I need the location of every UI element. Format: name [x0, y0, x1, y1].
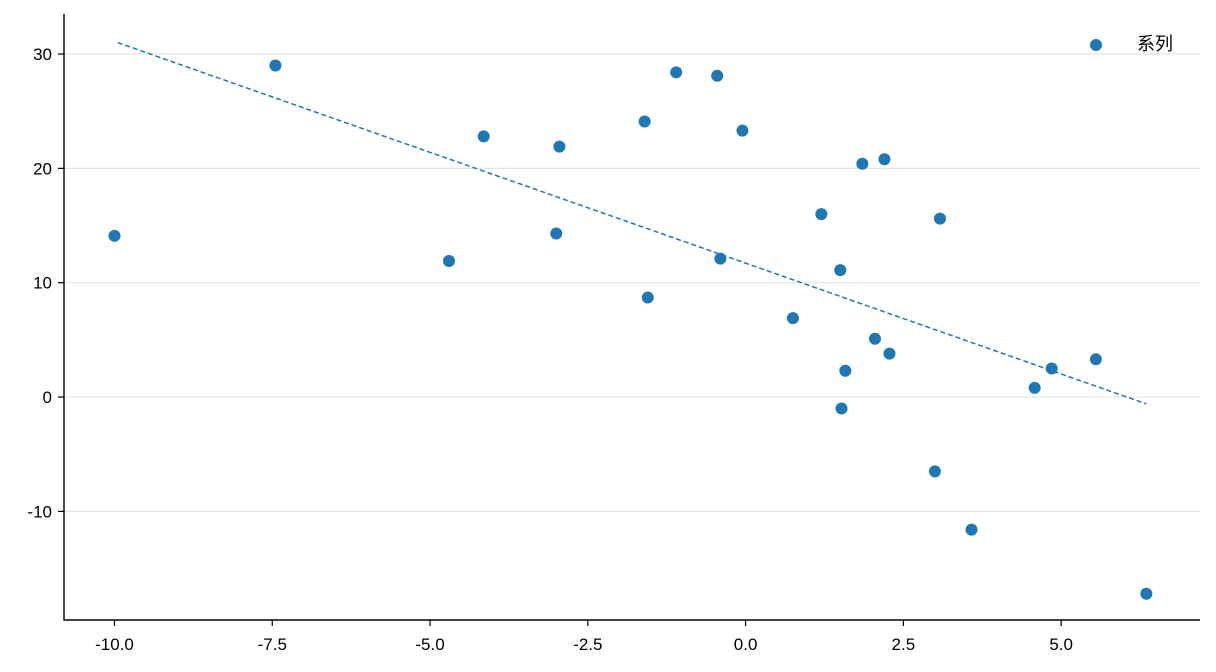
gridlines: [64, 53, 1200, 512]
x-tick-label-4: 0.0: [734, 635, 758, 654]
axes: [63, 14, 1200, 621]
x-tick-label-6: 5.0: [1049, 635, 1073, 654]
x-tick-label-2: -5.0: [415, 635, 444, 654]
data-point-19: [878, 153, 891, 166]
data-point-7: [641, 291, 654, 304]
data-point-18: [868, 332, 881, 345]
x-tick-label-0: -10.0: [95, 635, 134, 654]
y-tick-label-1: 0: [43, 388, 52, 407]
data-point-0: [108, 229, 121, 242]
x-tick-label-5: 2.5: [892, 635, 916, 654]
data-point-27: [1140, 587, 1153, 600]
data-point-15: [835, 402, 848, 415]
y-tick-label-3: 20: [33, 159, 52, 178]
y-tick-label-0: -10: [27, 502, 52, 521]
x-tick-label-1: -7.5: [258, 635, 287, 654]
data-point-8: [670, 66, 683, 79]
trendline: [117, 41, 1147, 405]
y-tick-label-4: 30: [33, 45, 52, 64]
y-axis-ticks: -10 0 10 20 30: [27, 45, 64, 521]
data-point-24: [1028, 381, 1041, 394]
data-point-3: [477, 130, 490, 143]
data-point-13: [815, 208, 828, 221]
data-point-2: [442, 254, 455, 267]
trendline-layer: [117, 41, 1147, 405]
data-point-9: [711, 69, 724, 82]
data-point-22: [933, 212, 946, 225]
data-point-14: [834, 264, 847, 277]
data-point-23: [965, 523, 978, 536]
data-point-12: [786, 312, 799, 325]
data-point-6: [638, 115, 651, 128]
data-point-1: [269, 59, 282, 72]
data-points: [108, 59, 1153, 600]
legend: 系列: [1090, 34, 1173, 55]
data-point-4: [550, 227, 563, 240]
legend-label: 系列: [1137, 34, 1173, 55]
data-point-20: [883, 347, 896, 360]
data-point-10: [714, 252, 727, 265]
data-point-5: [553, 140, 566, 153]
data-point-11: [736, 124, 749, 137]
x-axis-ticks: -10.0 -7.5 -5.0 -2.5 0.0 2.5 5.0: [95, 620, 1073, 654]
data-point-16: [839, 364, 852, 377]
x-tick-label-3: -2.5: [573, 635, 602, 654]
data-point-26: [1089, 353, 1102, 366]
data-point-25: [1045, 362, 1058, 375]
legend-marker: [1090, 39, 1102, 51]
y-tick-label-2: 10: [33, 274, 52, 293]
data-point-17: [856, 157, 869, 170]
data-point-21: [928, 465, 941, 478]
